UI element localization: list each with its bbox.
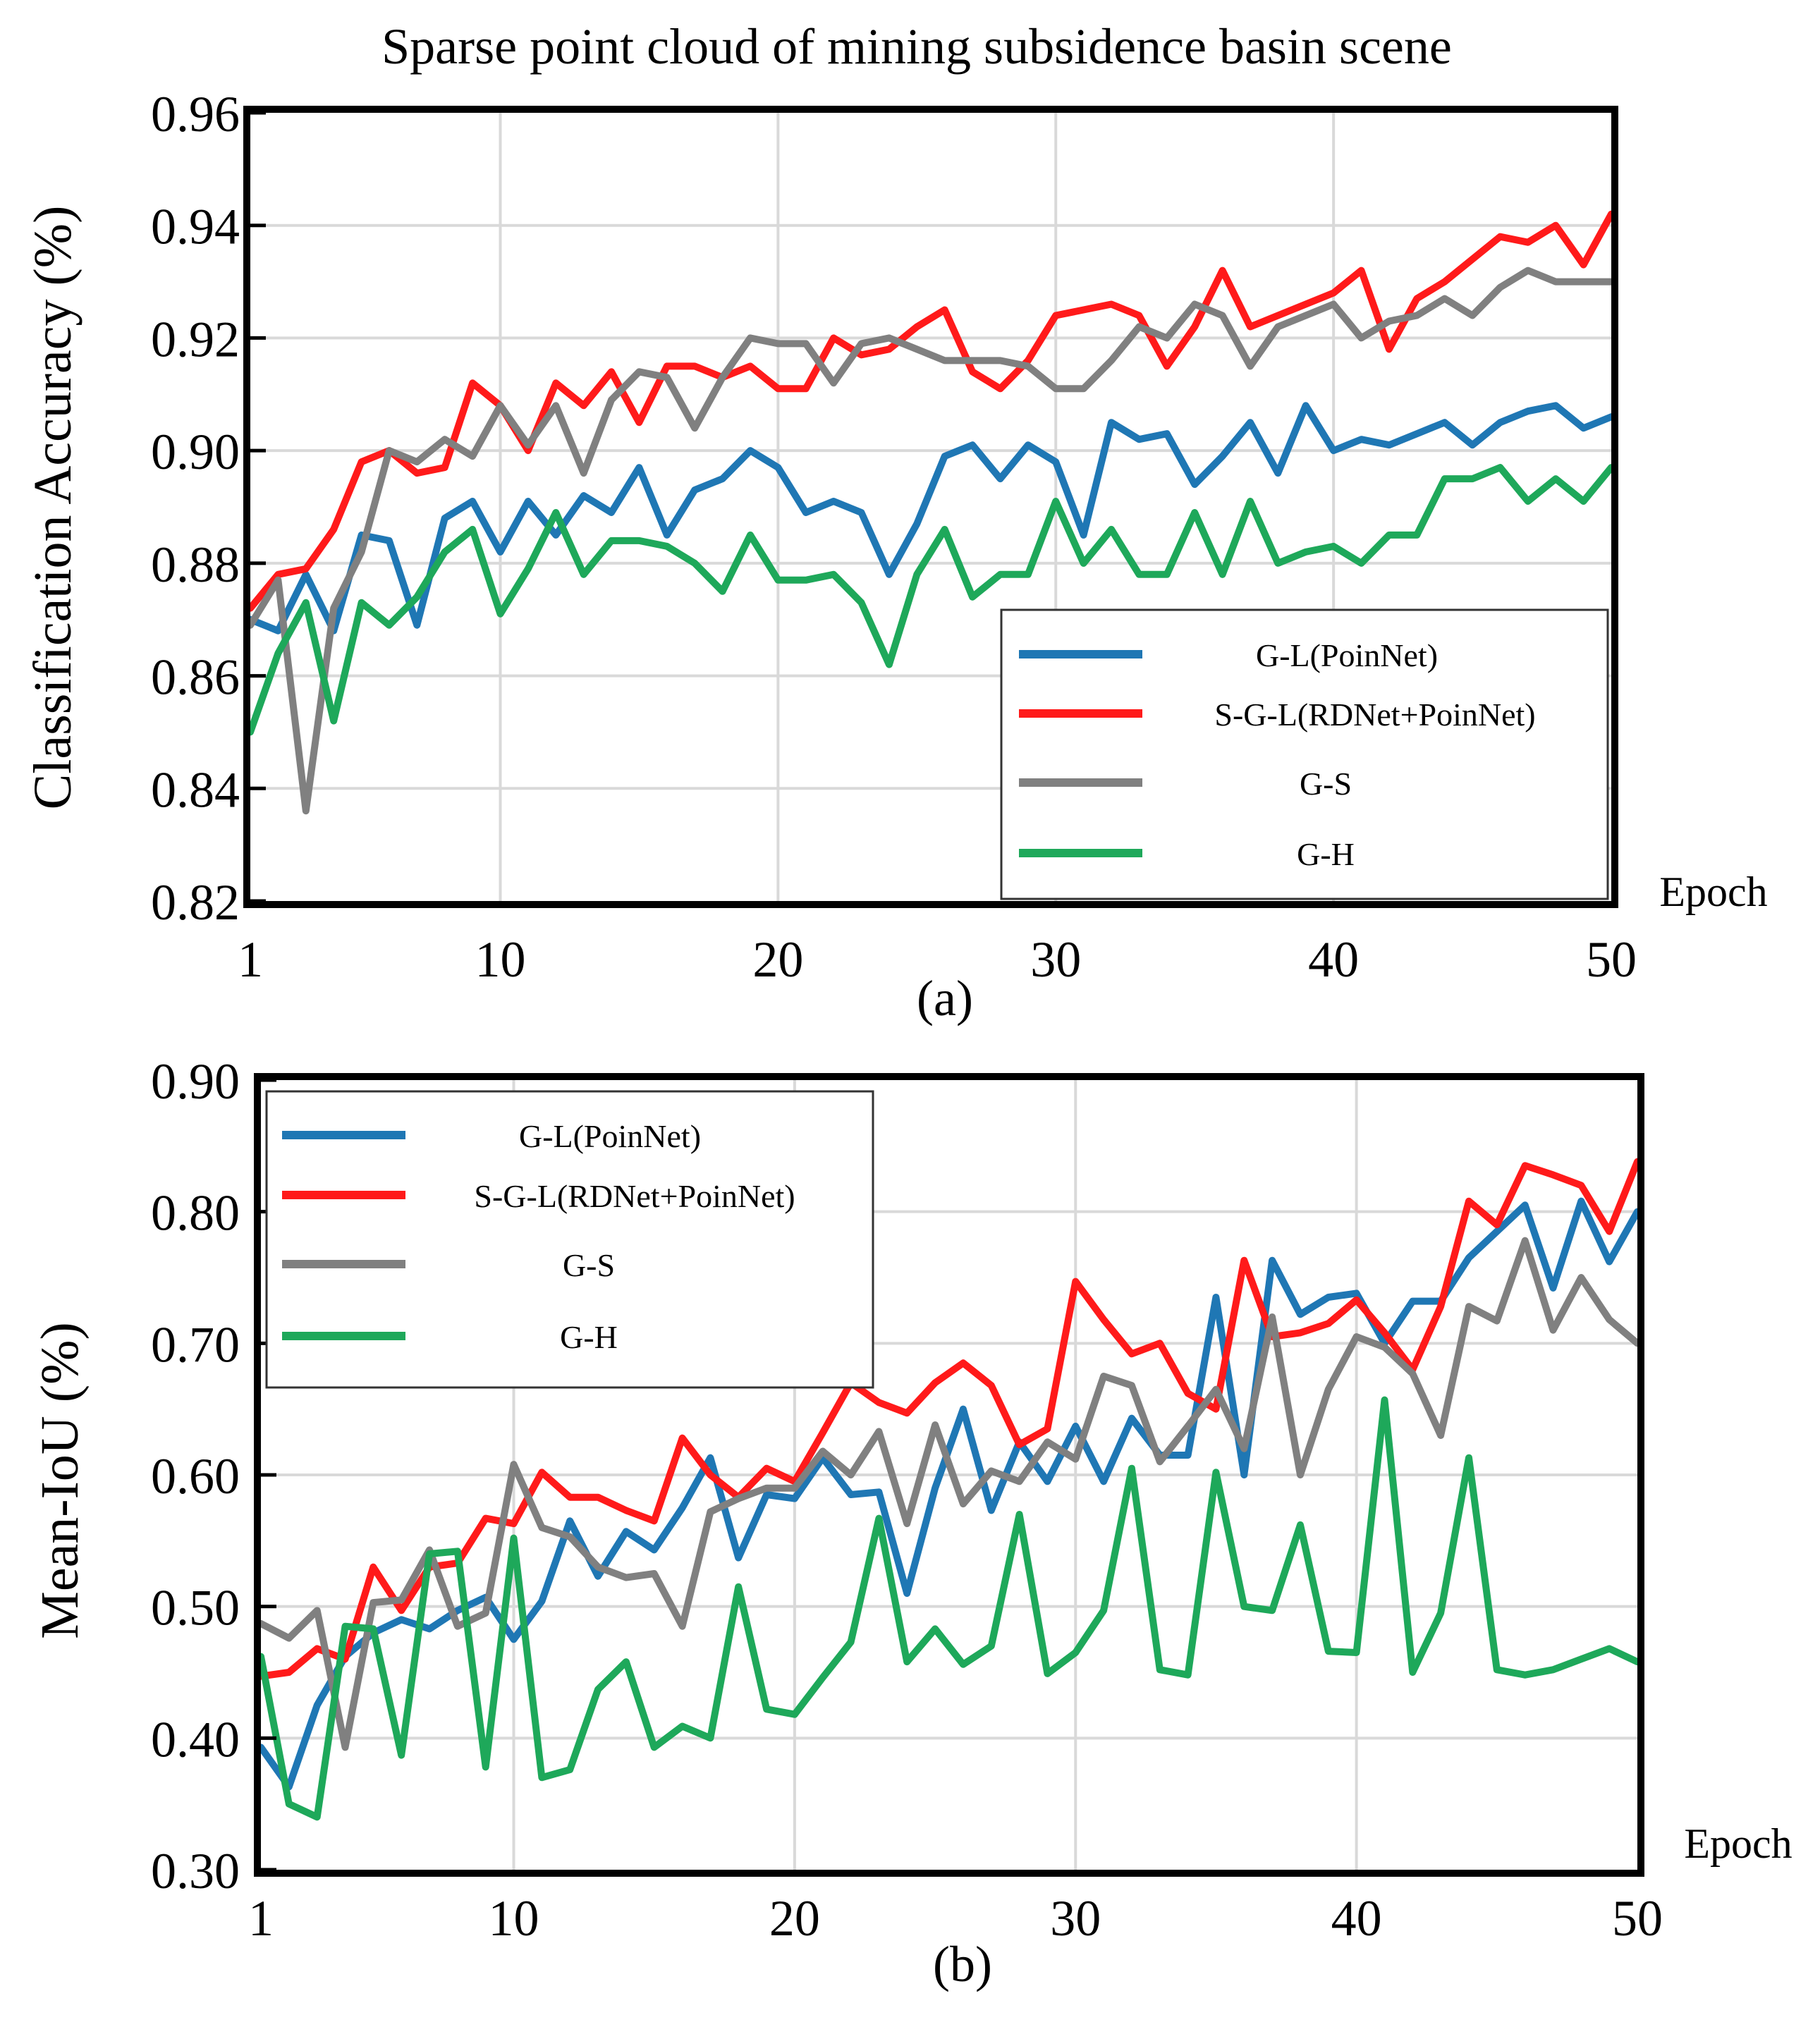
chart-b-series-s-g-l-rdnet-poinnet — [257, 1158, 1641, 1680]
chart-a-ytick-label: 0.84 — [151, 761, 240, 818]
chart-a-series-g-s — [247, 266, 1615, 815]
chart-a-panel-label: (a) — [917, 970, 973, 1027]
chart-a-xtick-label: 40 — [1308, 931, 1359, 988]
chart-b-legend-label-gl: G-L(PoinNet) — [519, 1118, 701, 1154]
chart-b-legend: G-L(PoinNet) S-G-L(RDNet+PoinNet) G-S G-… — [265, 1090, 874, 1389]
chart-b-xtick-label: 10 — [489, 1890, 539, 1947]
chart-b-xtick-label: 1 — [248, 1890, 274, 1947]
chart-a-series-g-h — [247, 464, 1615, 736]
chart-a-ytick-label: 0.92 — [151, 311, 240, 367]
chart-b-xtick-label: 50 — [1612, 1890, 1663, 1947]
chart-a-series-s-g-l-rdnet-poinnet — [247, 210, 1615, 612]
chart-b: 0.30 0.40 0.50 0.60 0.70 0.80 0.90 1 10 20 30 40 50… — [30, 1053, 1792, 1992]
chart-a-frame — [243, 106, 1618, 908]
chart-a-xlabel: Epoch — [1659, 869, 1767, 915]
chart-b-ylabel: Mean-IoU (%) — [30, 1322, 90, 1638]
chart-a-xticks: 1 10 20 30 40 50 — [238, 931, 1637, 988]
chart-a-legend-label-gl: G-L(PoinNet) — [1256, 637, 1438, 673]
chart-a-yticks: 0.82 0.84 0.86 0.88 0.90 0.92 0.94 0.96 — [151, 86, 266, 931]
chart-a-ytick-label: 0.90 — [151, 424, 240, 480]
chart-a-legend-label-gs: G-S — [1300, 766, 1352, 802]
chart-a-legend: G-L(PoinNet) S-G-L(RDNet+PoinNet) G-S G-… — [1000, 608, 1609, 900]
chart-b-ytick-label: 0.70 — [151, 1316, 240, 1373]
chart-b-ytick-label: 0.80 — [151, 1185, 240, 1242]
chart-a-ytick-label: 0.88 — [151, 537, 240, 593]
chart-b-xtick-label: 20 — [769, 1890, 820, 1947]
chart-b-panel-label: (b) — [933, 1936, 992, 1992]
chart-b-xticks: 1 10 20 30 40 50 — [248, 1890, 1663, 1947]
chart-a-series-g-l-poinnet — [247, 402, 1615, 635]
chart-b-xtick-label: 40 — [1331, 1890, 1382, 1947]
chart-a-xtick-label: 1 — [238, 931, 263, 988]
chart-b-ytick-label: 0.40 — [151, 1711, 240, 1767]
chart-b-legend-label-gh: G-H — [560, 1319, 618, 1355]
chart-a-xtick-label: 20 — [752, 931, 803, 988]
chart-b-series — [257, 1158, 1641, 1821]
chart-a-xtick-label: 30 — [1030, 931, 1081, 988]
chart-a-xtick-label: 10 — [475, 931, 525, 988]
chart-a-series — [247, 210, 1615, 815]
chart-a: 0.82 0.84 0.86 0.88 0.90 0.92 0.94 0.96 1 10 20 30… — [23, 86, 1768, 1027]
chart-a-ytick-label: 0.86 — [151, 649, 240, 706]
chart-b-xtick-label: 30 — [1050, 1890, 1101, 1947]
chart-b-legend-label-sgl: S-G-L(RDNet+PoinNet) — [474, 1178, 795, 1214]
chart-b-ytick-label: 0.50 — [151, 1580, 240, 1636]
chart-b-series-g-s — [257, 1237, 1641, 1751]
chart-b-ytick-label: 0.90 — [151, 1053, 240, 1110]
chart-b-series-g-h — [257, 1396, 1641, 1821]
chart-b-yticks: 0.30 0.40 0.50 0.60 0.70 0.80 0.90 — [151, 1053, 276, 1899]
chart-a-ytick-label: 0.82 — [151, 874, 240, 931]
chart-a-legend-label-sgl: S-G-L(RDNet+PoinNet) — [1214, 697, 1535, 733]
chart-a-ytick-label: 0.94 — [151, 199, 240, 255]
figure-title: Sparse point cloud of mining subsidence … — [381, 18, 1452, 75]
chart-b-ytick-label: 0.60 — [151, 1448, 240, 1505]
chart-a-legend-label-gh: G-H — [1297, 836, 1355, 872]
chart-a-xtick-label: 50 — [1586, 931, 1637, 988]
chart-a-ylabel: Classification Accuracy (%) — [23, 206, 83, 810]
chart-a-ytick-label: 0.96 — [151, 86, 240, 142]
chart-b-ytick-label: 0.30 — [151, 1843, 240, 1899]
chart-b-frame — [254, 1073, 1644, 1877]
chart-b-legend-label-gs: G-S — [563, 1247, 615, 1283]
chart-b-xlabel: Epoch — [1684, 1820, 1792, 1867]
